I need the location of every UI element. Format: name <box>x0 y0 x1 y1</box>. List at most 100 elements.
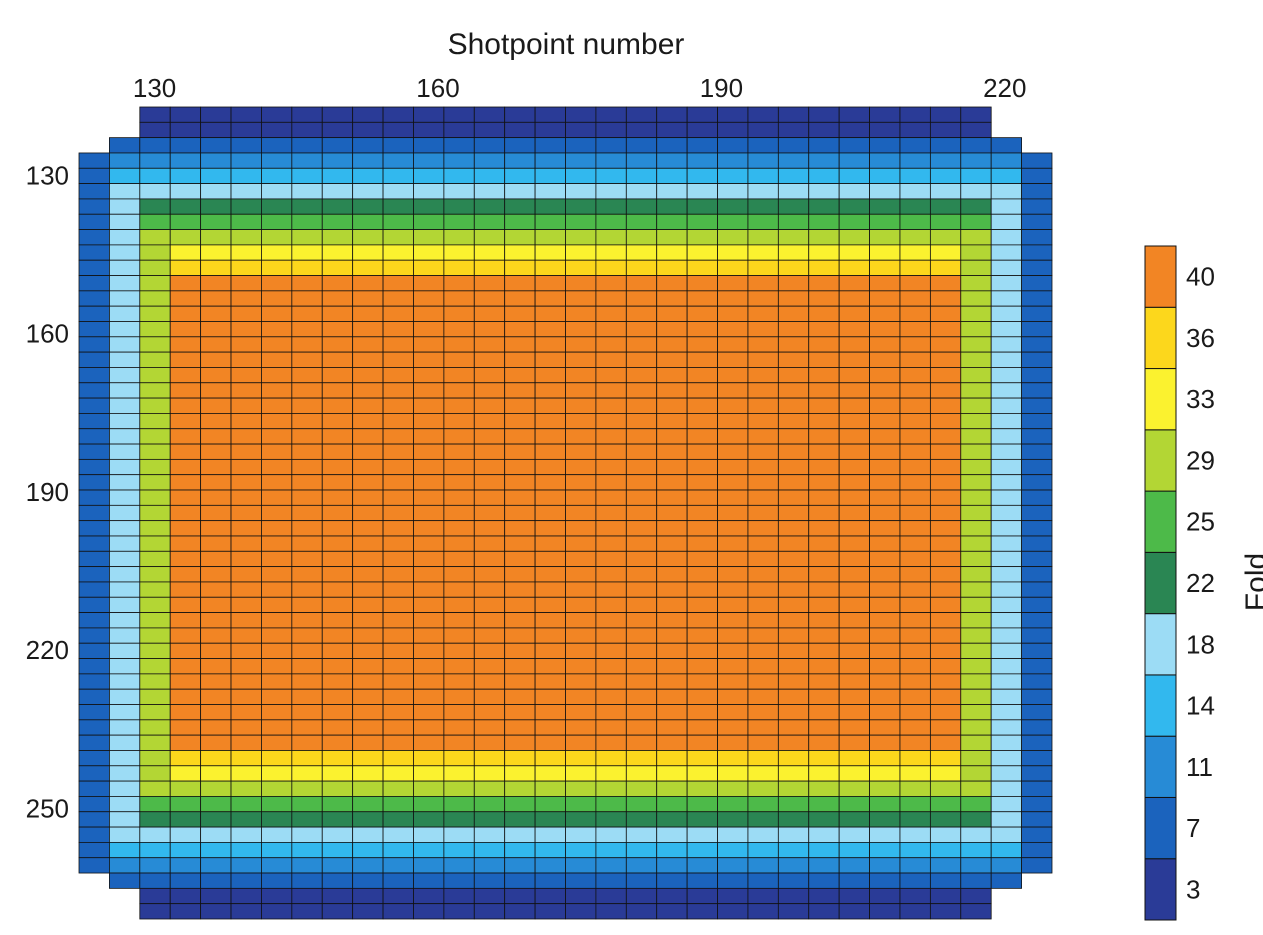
fold-cell <box>230 750 262 767</box>
fold-cell <box>230 704 262 721</box>
fold-cell <box>109 857 141 874</box>
fold-cell <box>382 183 414 200</box>
fold-cell <box>139 305 171 322</box>
fold-cell <box>777 704 810 721</box>
fold-cell <box>869 658 901 675</box>
fold-cells <box>78 106 1053 920</box>
fold-cell <box>139 397 171 414</box>
fold-cell <box>139 811 171 828</box>
fold-cell <box>413 535 445 552</box>
fold-cell <box>534 903 566 920</box>
fold-cell <box>169 397 202 414</box>
fold-cell <box>717 290 749 307</box>
colorbar-swatch <box>1144 245 1177 308</box>
fold-cell <box>109 658 141 675</box>
fold-cell <box>656 167 688 184</box>
fold-cell <box>960 198 992 215</box>
fold-cell <box>717 397 749 414</box>
fold-cell <box>960 121 992 139</box>
fold-cell <box>717 474 749 491</box>
fold-cell <box>139 367 171 384</box>
fold-cell <box>747 903 779 920</box>
fold-cell <box>960 504 992 522</box>
fold-cell <box>78 612 110 629</box>
fold-cell <box>504 826 536 843</box>
fold-cell <box>382 780 414 797</box>
fold-cell <box>777 658 810 675</box>
fold-cell <box>473 474 506 491</box>
fold-cell <box>565 290 597 307</box>
fold-cell <box>686 167 718 184</box>
fold-cell <box>200 351 232 368</box>
fold-cell <box>443 336 475 353</box>
fold-cell <box>565 443 597 460</box>
fold-cell <box>747 504 779 522</box>
fold-cell <box>534 382 566 399</box>
fold-cell <box>291 443 323 460</box>
fold-cell <box>838 259 870 276</box>
fold-cell <box>686 826 718 843</box>
fold-cell <box>504 596 536 613</box>
fold-cell <box>625 229 658 246</box>
fold-cell <box>382 413 414 430</box>
fold-cell <box>200 275 232 292</box>
fold-cell <box>78 658 110 675</box>
fold-cell <box>717 811 749 828</box>
fold-cell <box>899 704 931 721</box>
fold-cell <box>261 658 293 675</box>
fold-cell <box>565 842 597 859</box>
fold-cell <box>656 504 688 522</box>
fold-cell <box>352 259 384 276</box>
fold-cell <box>534 642 566 659</box>
fold-cell <box>869 504 901 522</box>
fold-cell <box>534 259 566 276</box>
fold-cell <box>534 397 566 414</box>
fold-cell <box>808 397 840 414</box>
fold-cell <box>686 566 718 583</box>
fold-cell <box>990 581 1023 598</box>
fold-cell <box>960 152 992 169</box>
fold-cell <box>139 244 171 261</box>
fold-cell <box>869 581 901 598</box>
fold-cell <box>139 612 171 629</box>
fold-cell <box>686 750 718 767</box>
fold-cell <box>230 887 262 905</box>
fold-cell <box>473 321 506 338</box>
fold-cell <box>109 198 141 215</box>
fold-cell <box>747 382 779 399</box>
fold-cell <box>869 259 901 276</box>
fold-cell <box>838 351 870 368</box>
fold-cell <box>777 842 810 859</box>
fold-cell <box>1021 704 1053 721</box>
fold-cell <box>413 167 445 184</box>
fold-cell <box>869 489 901 506</box>
fold-cell <box>321 704 354 721</box>
fold-cell <box>686 642 718 659</box>
fold-cell <box>200 321 232 338</box>
fold-cell <box>78 321 110 338</box>
fold-cell <box>261 765 293 782</box>
fold-cell <box>869 367 901 384</box>
fold-cell <box>321 750 354 767</box>
fold-cell <box>686 137 718 154</box>
fold-cell <box>625 765 658 782</box>
fold-cell <box>352 305 384 322</box>
fold-cell <box>565 642 597 659</box>
fold-cell <box>686 872 718 889</box>
fold-cell <box>777 351 810 368</box>
fold-cell <box>200 857 232 874</box>
fold-cell <box>261 811 293 828</box>
fold-cell <box>534 290 566 307</box>
fold-cell <box>291 903 323 920</box>
fold-cell <box>261 382 293 399</box>
fold-cell <box>625 903 658 920</box>
fold-cell <box>169 704 202 721</box>
fold-cell <box>595 458 627 476</box>
fold-cell <box>777 106 810 123</box>
fold-cell <box>109 842 141 859</box>
fold-cell <box>230 627 262 644</box>
fold-cell <box>777 627 810 644</box>
fold-cell <box>869 413 901 430</box>
